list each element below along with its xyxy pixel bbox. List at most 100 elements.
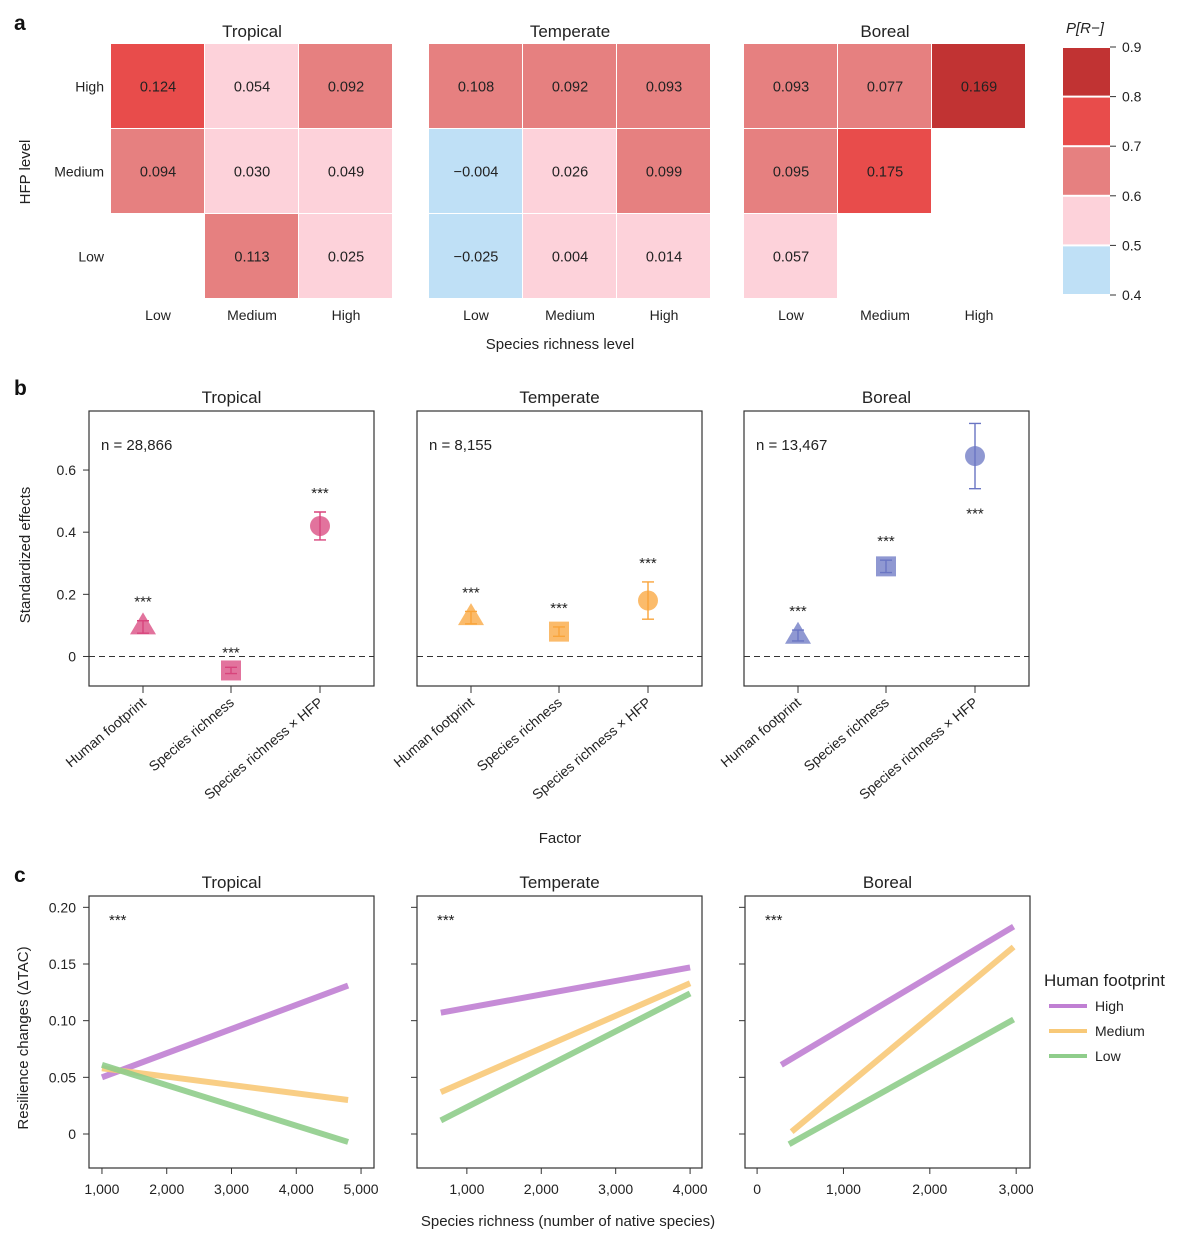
panel-title: Temperate xyxy=(519,873,599,892)
x-tick-label: Human footprint xyxy=(717,694,804,770)
data-point-triangle xyxy=(130,612,156,635)
series-line-low xyxy=(439,990,692,1124)
x-tick-label: 3,000 xyxy=(214,1181,249,1197)
data-point-circle xyxy=(638,581,658,620)
data-point-circle xyxy=(965,422,985,490)
significance-stars: *** xyxy=(877,533,895,550)
heatmap-cell xyxy=(617,44,710,128)
x-tick-label: Species richness xyxy=(474,694,565,774)
y-tick-label: 0.6 xyxy=(57,462,77,478)
heatmap-cell xyxy=(523,214,616,298)
colorbar-title: P[R−] xyxy=(1066,20,1105,37)
error-bar xyxy=(465,610,477,625)
heatmap-cell xyxy=(299,44,392,128)
heatmap-cell-value: 0.049 xyxy=(328,165,364,181)
y-axis-label: Standardized effects xyxy=(17,487,34,623)
heatmap-cell-value: 0.094 xyxy=(140,165,176,181)
error-bar xyxy=(137,620,149,634)
effects-panel-temperate xyxy=(416,410,703,693)
x-tick-label: High xyxy=(650,307,679,323)
panel-label: c xyxy=(14,864,26,887)
x-tick-label: Medium xyxy=(227,307,277,323)
significance-stars: *** xyxy=(311,485,329,502)
x-tick-label: Species richness xyxy=(801,694,892,774)
colorbar-tick-label: 0.8 xyxy=(1122,89,1142,105)
colorbar-tick-label: 0.5 xyxy=(1122,237,1142,253)
line-panel-boreal xyxy=(739,895,1031,1174)
heatmap-cell xyxy=(838,129,931,213)
x-tick-label: Species richness xyxy=(146,694,237,774)
heatmap-cell xyxy=(205,214,298,298)
y-tick-label: Low xyxy=(78,249,105,265)
heatmap-cell-value: 0.095 xyxy=(773,165,809,181)
colorbar-bin xyxy=(1063,246,1110,294)
panel-label: a xyxy=(14,12,26,35)
heatmap-title: Temperate xyxy=(530,22,610,41)
x-tick-label: Human footprint xyxy=(390,694,477,770)
legend-title: Human footprint xyxy=(1044,971,1165,990)
y-tick-label: 0.15 xyxy=(49,956,76,972)
y-tick-label: 0.4 xyxy=(57,524,77,540)
significance-stars: *** xyxy=(639,555,657,572)
heatmap-cell xyxy=(111,44,204,128)
x-tick-label: 1,000 xyxy=(449,1181,484,1197)
heatmap-cell-value: 0.099 xyxy=(646,165,682,181)
heatmap-cell xyxy=(299,129,392,213)
colorbar-tick-label: 0.7 xyxy=(1122,138,1142,154)
x-tick-label: Low xyxy=(145,307,172,323)
line-panel-tropical xyxy=(83,895,375,1174)
colorbar-bin xyxy=(1063,196,1110,245)
error-bar xyxy=(225,666,237,675)
x-tick-label: 1,000 xyxy=(826,1181,861,1197)
x-tick-label: 0 xyxy=(753,1181,761,1197)
heatmap-cell-value: 0.054 xyxy=(234,80,270,96)
heatmap-cell-value: 0.092 xyxy=(328,80,364,96)
x-tick-label: 5,000 xyxy=(344,1181,379,1197)
effects-panel-boreal xyxy=(743,410,1030,693)
colorbar-tick-label: 0.9 xyxy=(1122,39,1142,55)
x-tick-label: 4,000 xyxy=(279,1181,314,1197)
heatmap-cell xyxy=(617,129,710,213)
significance-stars: *** xyxy=(134,594,152,611)
series-line-high xyxy=(100,982,350,1081)
significance-stars: *** xyxy=(437,912,455,929)
x-tick-label: Low xyxy=(463,307,490,323)
x-tick-label: 3,000 xyxy=(598,1181,633,1197)
heatmap-cell-value: 0.124 xyxy=(140,80,176,96)
heatmap-cell-value: −0.025 xyxy=(454,250,499,266)
x-tick-label: Medium xyxy=(545,307,595,323)
x-tick-label: High xyxy=(332,307,361,323)
x-tick-label: 1,000 xyxy=(84,1181,119,1197)
data-point-square xyxy=(549,621,569,642)
colorbar-bin xyxy=(1063,147,1110,195)
x-tick-label: Low xyxy=(778,307,805,323)
effects-panel-tropical xyxy=(88,410,375,693)
error-bar xyxy=(792,629,804,642)
heatmap-temperate xyxy=(429,44,710,298)
heatmap-cell-value: 0.092 xyxy=(552,80,588,96)
panel-title: Temperate xyxy=(519,388,599,407)
significance-stars: *** xyxy=(966,506,984,523)
colorbar-tick-label: 0.4 xyxy=(1122,287,1142,303)
heatmap-cell xyxy=(429,214,522,298)
heatmap-cell-value: 0.030 xyxy=(234,165,270,181)
heatmap-cell-value: 0.113 xyxy=(234,250,269,266)
heatmap-cell xyxy=(205,129,298,213)
plot-frame xyxy=(416,895,703,1169)
data-point-square xyxy=(876,556,896,577)
data-point-triangle xyxy=(785,621,811,644)
data-point-triangle xyxy=(458,603,484,626)
heatmap-cell xyxy=(744,129,837,213)
significance-stars: *** xyxy=(109,912,127,929)
heatmap-tropical xyxy=(111,44,392,298)
heatmap-cell-value: 0.014 xyxy=(646,250,682,266)
significance-stars: *** xyxy=(462,584,480,601)
legend-label: Low xyxy=(1095,1048,1122,1064)
x-tick-label: High xyxy=(965,307,994,323)
x-tick-label: 2,000 xyxy=(524,1181,559,1197)
heatmap-cell xyxy=(523,129,616,213)
colorbar-bin xyxy=(1063,97,1110,146)
heatmap-cell-value: 0.025 xyxy=(328,250,364,266)
x-axis-label: Factor xyxy=(539,830,582,847)
legend-label: Medium xyxy=(1095,1023,1145,1039)
